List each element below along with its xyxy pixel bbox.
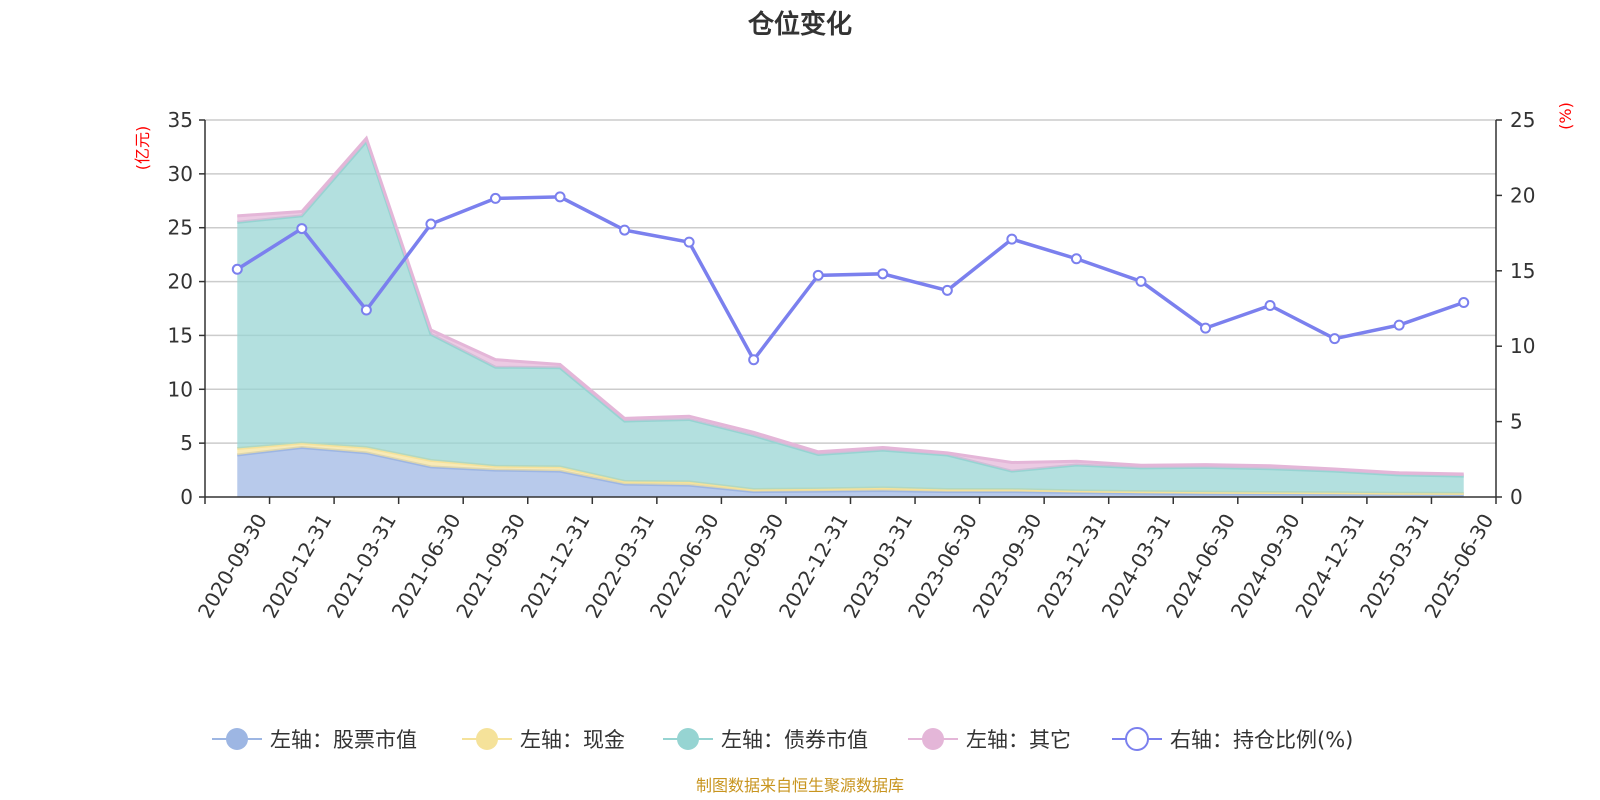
ratio-point[interactable] — [1070, 253, 1082, 265]
legend-label: 左轴：股票市值 — [270, 728, 417, 752]
legend-label: 右轴：持仓比例(%) — [1170, 728, 1353, 752]
ratio-line — [236, 195, 1465, 363]
left-axis-tick-label: 0 — [180, 485, 193, 509]
ratio-point[interactable] — [941, 284, 953, 296]
ratio-point[interactable] — [619, 224, 631, 236]
left-axis-tick-label: 15 — [168, 323, 193, 347]
legend-item[interactable]: 右轴：持仓比例(%) — [1112, 727, 1353, 752]
left-axis-tick-label: 5 — [180, 431, 193, 455]
legend-item[interactable]: 左轴：其它 — [908, 728, 1071, 752]
x-axis-tick-label: 2025-06-30 — [1419, 510, 1498, 623]
legend-marker — [922, 728, 944, 750]
ratio-point[interactable] — [489, 192, 501, 204]
right-axis-tick-label: 15 — [1510, 259, 1535, 283]
ratio-point[interactable] — [1264, 299, 1276, 311]
legend-item[interactable]: 左轴：现金 — [462, 728, 625, 752]
legend[interactable]: 左轴：股票市值 左轴：现金 左轴：债券市值 左轴：其它 右轴：持仓比例(%) — [212, 727, 1353, 752]
right-axis-tick-label: 25 — [1510, 108, 1535, 132]
chart-title: 仓位变化 — [747, 9, 852, 40]
left-axis-tick-label: 10 — [168, 377, 193, 401]
stacked-areas — [237, 135, 1464, 497]
ratio-point[interactable] — [812, 269, 824, 281]
legend-label: 左轴：现金 — [520, 728, 625, 752]
left-axis-tick-label: 30 — [168, 162, 193, 186]
legend-item[interactable]: 左轴：股票市值 — [212, 728, 417, 752]
legend-label: 左轴：债券市值 — [721, 728, 868, 752]
ratio-line-series — [231, 191, 1470, 366]
ratio-point[interactable] — [877, 268, 889, 280]
legend-marker — [226, 728, 248, 750]
legend-marker — [677, 728, 699, 750]
ratio-point[interactable] — [231, 263, 243, 275]
legend-label: 左轴：其它 — [966, 728, 1071, 752]
ratio-point[interactable] — [425, 218, 437, 230]
ratio-point[interactable] — [554, 191, 566, 203]
left-axis-tick-label: 25 — [168, 216, 193, 240]
area-左轴：债券市值 — [237, 141, 1464, 494]
left-axis-tick-label: 35 — [168, 108, 193, 132]
ratio-point[interactable] — [748, 354, 760, 366]
ratio-point[interactable] — [1200, 322, 1212, 334]
legend-marker — [476, 728, 498, 750]
right-axis-tick-label: 10 — [1510, 334, 1535, 358]
legend-item[interactable]: 左轴：债券市值 — [663, 728, 868, 752]
area-左轴：股票市值 — [237, 447, 1464, 497]
data-source-note: 制图数据来自恒生聚源数据库 — [696, 776, 904, 795]
ratio-point[interactable] — [296, 223, 308, 235]
ratio-point[interactable] — [1393, 319, 1405, 331]
ratio-point[interactable] — [1135, 275, 1147, 287]
ratio-point[interactable] — [360, 304, 372, 316]
right-axis-tick-label: 20 — [1510, 183, 1535, 207]
area-edge-左轴：其它 — [237, 135, 1464, 476]
right-axis-tick-label: 0 — [1510, 485, 1523, 509]
legend-marker — [1125, 727, 1149, 751]
right-axis-unit: (%) — [1556, 102, 1575, 130]
left-axis-unit: (亿元) — [133, 126, 152, 171]
right-axis-tick-label: 5 — [1510, 410, 1523, 434]
ratio-point[interactable] — [683, 236, 695, 248]
ratio-point[interactable] — [1329, 333, 1341, 345]
left-axis-tick-label: 20 — [168, 270, 193, 294]
ratio-point[interactable] — [1458, 296, 1470, 308]
ratio-point[interactable] — [1006, 233, 1018, 245]
